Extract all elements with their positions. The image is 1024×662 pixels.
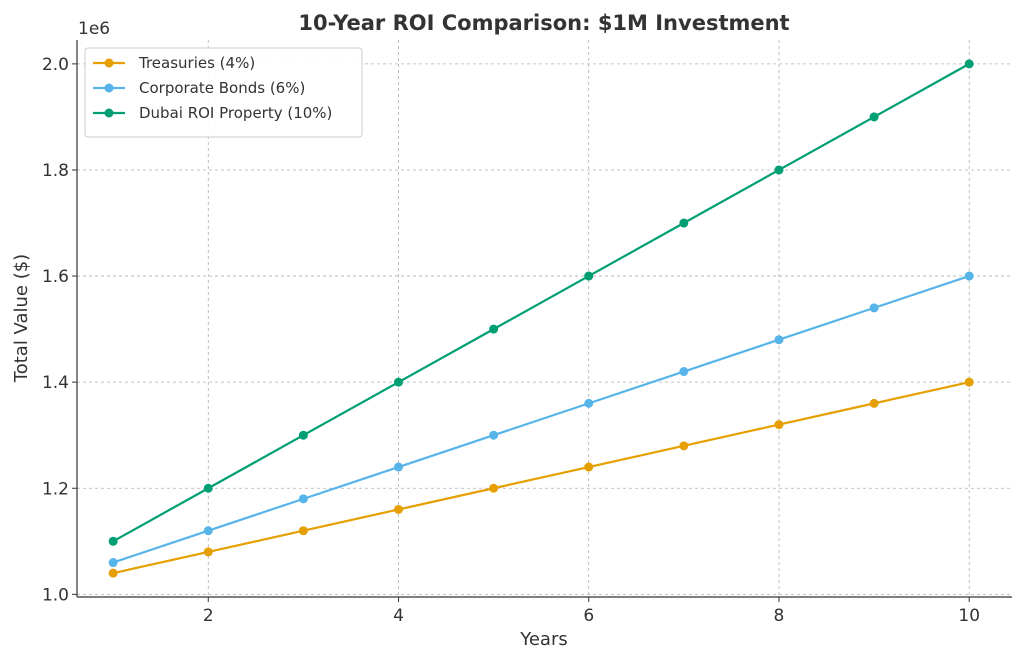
data-point bbox=[203, 526, 213, 536]
x-tick-label: 8 bbox=[774, 606, 785, 626]
data-point bbox=[108, 558, 118, 568]
y-tick-label: 1.6 bbox=[42, 267, 69, 287]
data-point bbox=[869, 398, 879, 408]
axes bbox=[76, 40, 1012, 598]
legend-item: Dubai ROI Property (10%) bbox=[93, 104, 332, 122]
data-point bbox=[679, 367, 689, 377]
series-line bbox=[112, 275, 970, 564]
data-point bbox=[964, 271, 974, 281]
legend-label: Treasuries (4%) bbox=[138, 54, 255, 72]
data-point bbox=[774, 335, 784, 345]
x-axis-label: Years bbox=[519, 629, 568, 650]
x-tick-label: 10 bbox=[958, 606, 980, 626]
series-lines bbox=[108, 59, 974, 578]
y-axis-label: Total Value ($) bbox=[11, 254, 32, 383]
series-line bbox=[112, 62, 970, 543]
data-point bbox=[298, 526, 308, 536]
y-tick-label: 2.0 bbox=[42, 55, 69, 75]
series-line bbox=[112, 381, 970, 575]
data-point bbox=[679, 218, 689, 228]
x-tick-label: 2 bbox=[203, 606, 214, 626]
y-offset-text: 1e6 bbox=[78, 19, 110, 39]
legend-box bbox=[84, 47, 363, 138]
data-point bbox=[108, 536, 118, 546]
data-point bbox=[298, 430, 308, 440]
x-tick-label: 6 bbox=[583, 606, 594, 626]
y-tick-label: 1.0 bbox=[42, 585, 69, 605]
ticks: 2 4 6 8 10 1.0 1.2 1.4 1.6 1.8 2.0 bbox=[42, 55, 980, 626]
y-tick-label: 1.8 bbox=[42, 161, 69, 181]
data-point bbox=[774, 165, 784, 175]
legend-item: Treasuries (4%) bbox=[93, 54, 255, 72]
data-point bbox=[964, 59, 974, 69]
y-tick-label: 1.4 bbox=[42, 373, 69, 393]
legend: Treasuries (4%) Corporate Bonds (6%) Dubai… bbox=[84, 47, 363, 138]
data-point bbox=[869, 112, 879, 122]
data-point bbox=[108, 568, 118, 578]
data-point bbox=[489, 483, 499, 493]
legend-swatch-marker bbox=[104, 108, 114, 118]
legend-swatch-marker bbox=[104, 58, 114, 68]
legend-label: Dubai ROI Property (10%) bbox=[139, 104, 332, 122]
grid bbox=[77, 40, 1012, 597]
data-point bbox=[203, 483, 213, 493]
data-point bbox=[584, 398, 594, 408]
data-point bbox=[584, 271, 594, 281]
series-group bbox=[108, 271, 974, 568]
chart-title: 10-Year ROI Comparison: $1M Investment bbox=[298, 11, 789, 35]
data-point bbox=[964, 377, 974, 387]
y-tick-label: 1.2 bbox=[42, 479, 69, 499]
series-group bbox=[108, 377, 974, 578]
data-point bbox=[298, 494, 308, 504]
data-point bbox=[489, 430, 499, 440]
data-point bbox=[489, 324, 499, 334]
data-point bbox=[393, 504, 403, 514]
data-point bbox=[584, 462, 594, 472]
data-point bbox=[774, 420, 784, 430]
legend-label: Corporate Bonds (6%) bbox=[139, 79, 305, 97]
legend-swatch-marker bbox=[104, 83, 114, 93]
series-group bbox=[108, 59, 974, 546]
data-point bbox=[203, 547, 213, 557]
data-point bbox=[679, 441, 689, 451]
data-point bbox=[393, 377, 403, 387]
data-point bbox=[393, 462, 403, 472]
data-point bbox=[869, 303, 879, 313]
x-tick-label: 4 bbox=[393, 606, 404, 626]
legend-item: Corporate Bonds (6%) bbox=[93, 79, 305, 97]
